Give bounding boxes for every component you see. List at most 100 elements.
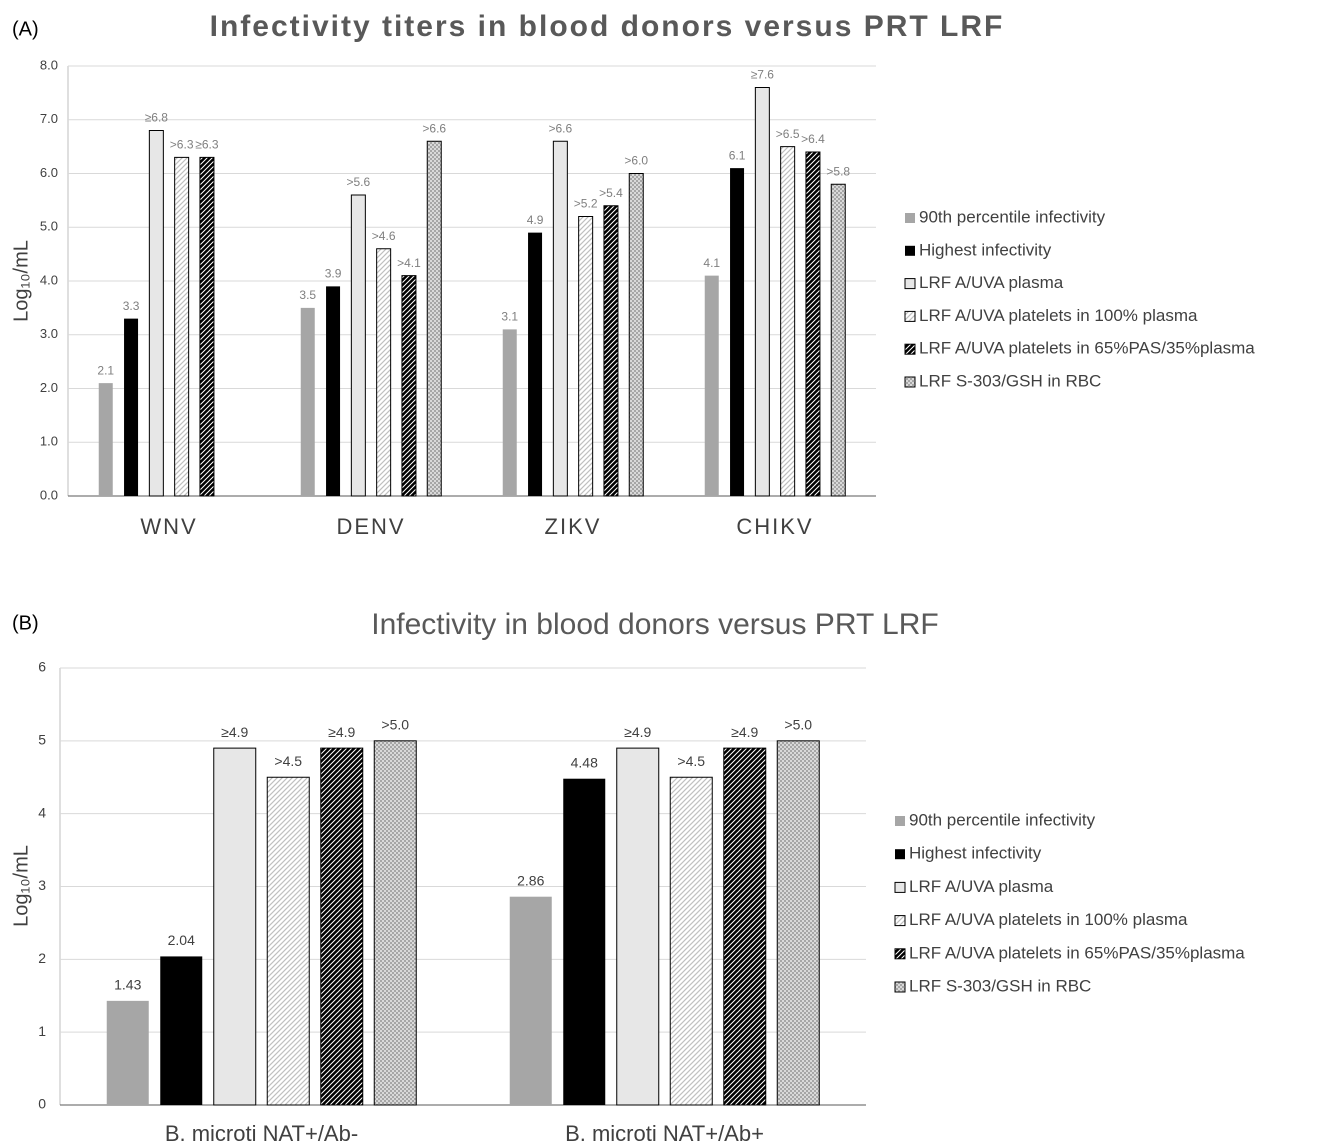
y-tick-label: 3.0: [40, 326, 58, 341]
bar: [805, 151, 821, 497]
bar: [124, 318, 139, 496]
x-tick-label: DENV: [336, 514, 405, 539]
chart-title: Infectivity titers in blood donors versu…: [210, 10, 1005, 43]
legend-label: Highest infectivity: [909, 844, 1042, 863]
data-label: >6.0: [624, 154, 648, 168]
bar: [300, 307, 315, 496]
data-label: 3.5: [299, 288, 316, 302]
legend-label: LRF A/UVA platelets in 65%PAS/35%plasma: [919, 339, 1255, 358]
bar: [266, 776, 310, 1106]
bar: [669, 776, 713, 1106]
data-label: 1.43: [114, 977, 141, 993]
bar: [199, 156, 215, 497]
chart-panel: (B) Infectivity in blood donors versus PR…: [10, 608, 1245, 1146]
y-tick-label: 6: [38, 659, 46, 675]
data-label: ≥4.9: [221, 724, 248, 740]
data-label: >5.0: [784, 717, 812, 733]
chart-panel: (A) Infectivity titers in blood donors ve…: [10, 10, 1255, 539]
data-label: 4.9: [527, 213, 544, 227]
legend-label: 90th percentile infectivity: [919, 207, 1106, 226]
bar: [723, 747, 767, 1106]
legend-swatch: [894, 881, 906, 893]
data-label: ≥4.9: [328, 724, 355, 740]
bar: [376, 248, 392, 497]
data-label: >4.5: [677, 753, 705, 769]
data-label: 2.1: [97, 363, 114, 377]
y-tick-label: 5: [38, 732, 46, 748]
data-label: >6.3: [170, 138, 194, 152]
legend-label: LRF S-303/GSH in RBC: [919, 371, 1101, 390]
bar: [502, 329, 517, 496]
legend-swatch: [895, 849, 905, 860]
data-label: >6.5: [776, 127, 800, 141]
y-axis-label: Log₁₀/mL: [10, 240, 32, 322]
legend-label: Highest infectivity: [919, 240, 1052, 259]
bar: [628, 173, 644, 497]
bar: [350, 194, 366, 497]
data-label: 2.04: [168, 932, 195, 948]
bar: [174, 156, 190, 497]
data-label: >5.2: [574, 197, 598, 211]
bar: [754, 87, 770, 497]
legend-swatch: [905, 213, 915, 223]
bar: [106, 1000, 149, 1105]
y-tick-label: 0: [38, 1096, 46, 1112]
legend-label: LRF A/UVA plasma: [919, 273, 1064, 292]
legend-swatch: [905, 245, 915, 256]
bar: [160, 956, 203, 1105]
data-label: 2.86: [517, 872, 544, 888]
y-tick-label: 6.0: [40, 165, 58, 180]
legend-swatch: [904, 278, 916, 290]
bar: [830, 183, 846, 497]
x-tick-label: B. microti NAT+/Ab-: [165, 1121, 358, 1146]
data-label: >5.6: [346, 175, 370, 189]
legend-label: LRF S-303/GSH in RBC: [909, 976, 1091, 995]
bar: [730, 168, 745, 496]
bar: [616, 747, 660, 1106]
x-tick-label: CHIKV: [736, 514, 813, 539]
data-label: ≥6.8: [145, 111, 169, 125]
bar: [776, 740, 820, 1106]
legend-swatch: [894, 915, 906, 927]
bar: [320, 747, 364, 1106]
legend-label: 90th percentile infectivity: [909, 810, 1096, 829]
bar: [213, 747, 257, 1106]
x-tick-label: ZIKV: [545, 514, 602, 539]
y-tick-label: 1: [38, 1023, 46, 1039]
y-tick-label: 1.0: [40, 434, 58, 449]
legend-swatch: [895, 816, 905, 826]
x-tick-label: WNV: [140, 514, 197, 539]
bar: [704, 275, 719, 496]
data-label: ≥7.6: [751, 68, 775, 82]
legend-label: LRF A/UVA platelets in 100% plasma: [909, 910, 1188, 929]
y-tick-label: 4: [38, 804, 46, 820]
data-label: >5.8: [826, 164, 850, 178]
data-label: 3.9: [325, 267, 342, 281]
data-label: 3.1: [501, 310, 518, 324]
y-tick-label: 8.0: [40, 57, 58, 72]
legend-label: LRF A/UVA plasma: [909, 877, 1054, 896]
data-label: >6.4: [801, 132, 825, 146]
legend-label: LRF A/UVA platelets in 65%PAS/35%plasma: [909, 943, 1245, 962]
data-label: 6.1: [729, 148, 746, 162]
y-tick-label: 2: [38, 950, 46, 966]
data-label: 4.1: [703, 256, 720, 270]
legend-swatch: [894, 981, 906, 993]
legend-label: LRF A/UVA platelets in 100% plasma: [919, 306, 1198, 325]
bar: [373, 740, 417, 1106]
data-label: ≥4.9: [731, 724, 758, 740]
panel-label: (A): [12, 18, 39, 40]
chart-title: Infectivity in blood donors versus PRT L…: [371, 608, 938, 641]
data-label: >4.1: [397, 256, 421, 270]
y-tick-label: 4.0: [40, 272, 58, 287]
y-tick-label: 3: [38, 877, 46, 893]
bar: [326, 286, 341, 496]
bar: [563, 778, 606, 1105]
legend-swatch: [894, 948, 906, 960]
y-tick-label: 2.0: [40, 380, 58, 395]
bar: [401, 275, 417, 497]
data-label: 4.48: [571, 754, 598, 770]
bar: [148, 130, 164, 497]
data-label: ≥4.9: [624, 724, 651, 740]
